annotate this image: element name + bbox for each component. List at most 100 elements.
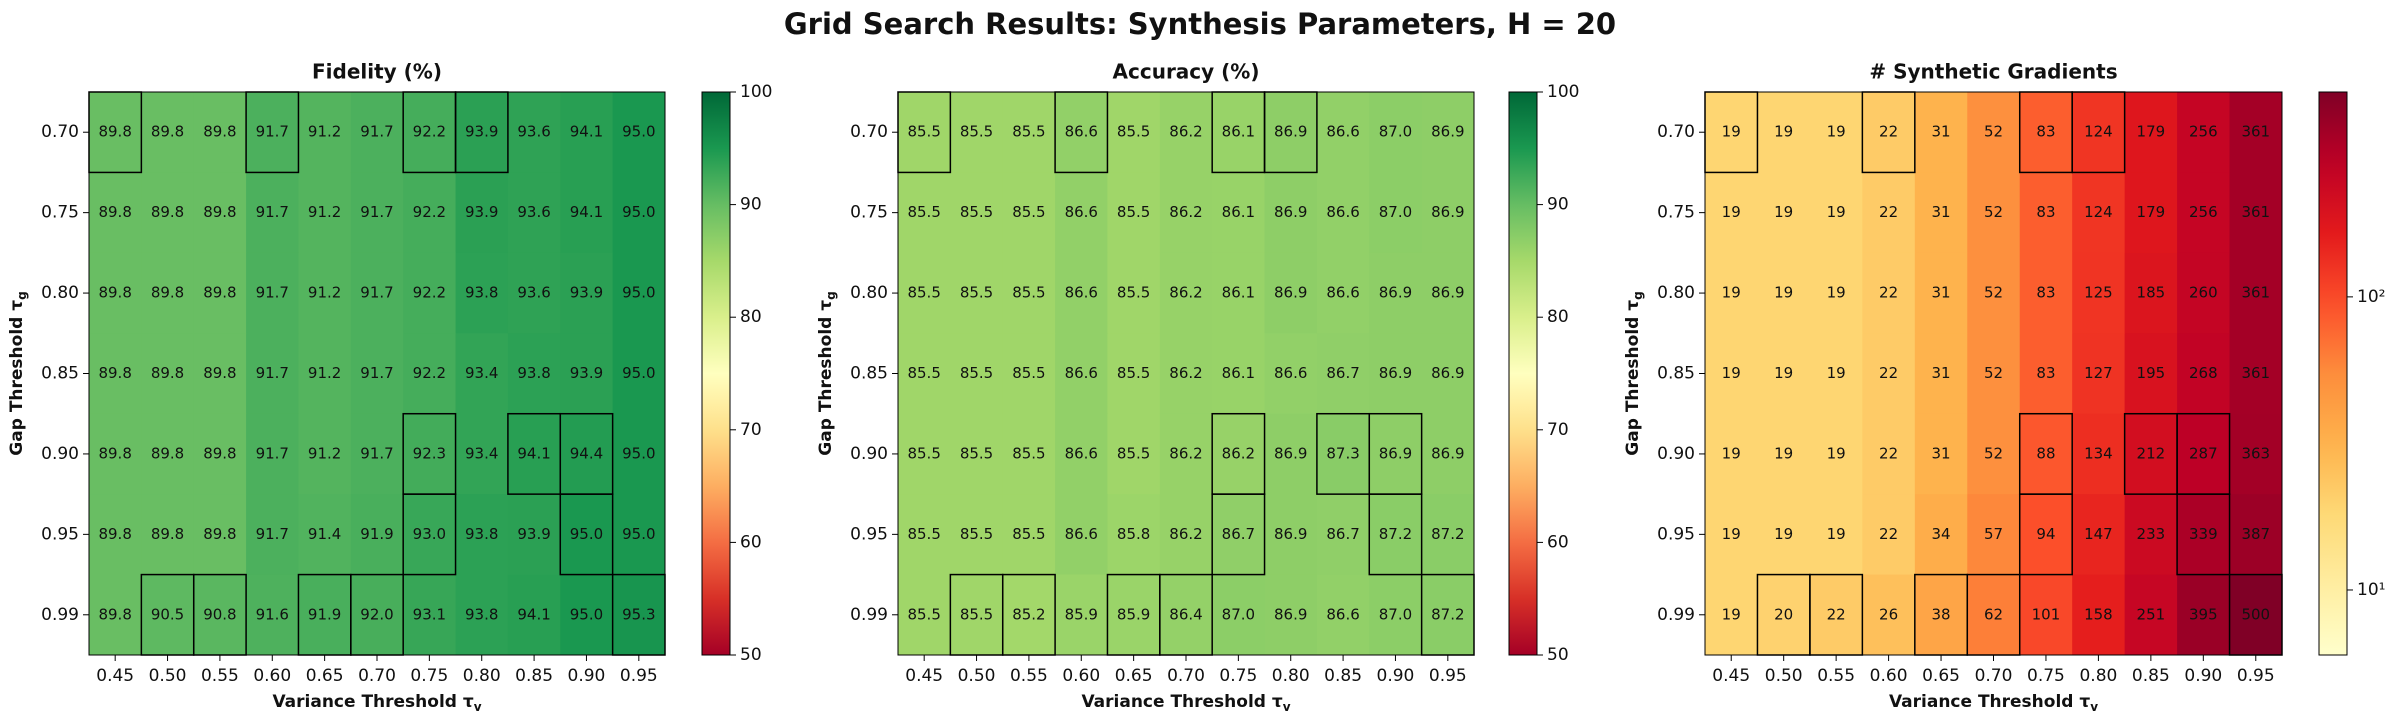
cell-label: 86.6 (1065, 364, 1098, 382)
cell-label: 86.1 (1222, 364, 1255, 382)
cell-label: 89.8 (203, 203, 236, 221)
cell-label: 89.8 (98, 525, 131, 543)
y-tick-label: 0.70 (41, 122, 79, 142)
heatmap-cell (246, 252, 299, 334)
cell-label: 86.6 (1274, 364, 1307, 382)
heatmap-cell (141, 333, 195, 415)
colorbar-tick-label: 100 (1547, 82, 1579, 102)
cell-label: 212 (2137, 444, 2166, 462)
y-tick-label: 0.99 (850, 605, 888, 625)
panel-title: Accuracy (%) (1113, 60, 1260, 84)
heatmap-cell (1055, 333, 1108, 415)
y-axis-label: Gap Threshold τg (7, 291, 29, 455)
heatmap-cell (1212, 252, 1266, 334)
heatmap-cell (141, 494, 195, 576)
heatmap-cell (455, 252, 509, 334)
heatmap-cell (1002, 92, 1056, 173)
heatmap-cell (1967, 333, 2021, 415)
y-tick-label: 0.85 (41, 364, 79, 384)
cell-label: 20 (1774, 605, 1793, 623)
cell-label: 91.2 (308, 284, 341, 302)
cell-label: 92.3 (413, 444, 446, 462)
heatmap-cell (1002, 574, 1056, 656)
heatmap-cell (193, 574, 247, 656)
cell-label: 19 (1774, 364, 1793, 382)
heatmap-cell (1055, 413, 1108, 495)
cell-label: 34 (1931, 525, 1950, 543)
heatmap-cell (350, 333, 404, 415)
heatmap-cell (403, 574, 457, 656)
heatmap-cell (1264, 333, 1318, 415)
cell-label: 86.9 (1274, 123, 1307, 141)
cell-label: 52 (1984, 364, 2003, 382)
cell-label: 89.8 (203, 525, 236, 543)
cell-label: 86.9 (1274, 444, 1307, 462)
cell-label: 19 (1722, 123, 1741, 141)
heatmap-cell (612, 172, 666, 254)
heatmap-cell (560, 172, 614, 254)
heatmap-cell (1809, 252, 1863, 334)
cell-label: 19 (1827, 123, 1846, 141)
cell-label: 127 (2084, 364, 2113, 382)
heatmap-cell (2124, 494, 2178, 576)
highlight-box (1368, 493, 1423, 576)
heatmap-cell (298, 92, 352, 173)
cell-label: 91.2 (308, 203, 341, 221)
cell-label: 93.8 (465, 525, 498, 543)
heatmap-cell (1705, 494, 1758, 576)
cell-label: 85.5 (907, 203, 940, 221)
cell-label: 125 (2084, 284, 2113, 302)
heatmap-cell (1264, 92, 1318, 173)
heatmap-cell (2229, 252, 2283, 334)
heatmap-cell (2177, 92, 2231, 173)
heatmap-cell (898, 413, 951, 495)
heatmap-cell (1862, 333, 1916, 415)
heatmap-cell (1264, 172, 1318, 254)
heatmap-cell (141, 92, 195, 173)
cell-label: 89.8 (203, 284, 236, 302)
heatmap-cell (1316, 413, 1370, 495)
heatmap-cell (1369, 494, 1423, 576)
cell-label: 85.5 (1117, 284, 1150, 302)
heatmap-cell (1705, 333, 1758, 415)
heatmap-cell (298, 494, 352, 576)
heatmap-cell (1055, 494, 1108, 576)
figure-title: Grid Search Results: Synthesis Parameter… (784, 7, 1616, 41)
heatmap-cell (89, 252, 142, 334)
heatmap-cell (193, 494, 247, 576)
cell-label: 87.0 (1222, 605, 1255, 623)
cell-label: 500 (2241, 605, 2270, 623)
cell-label: 19 (1722, 364, 1741, 382)
heatmap-cell (1757, 333, 1811, 415)
cell-label: 89.8 (98, 605, 131, 623)
x-tick-label: 0.45 (96, 666, 134, 686)
colorbar-tick-label: 60 (740, 532, 762, 552)
x-tick-label: 0.45 (905, 666, 943, 686)
x-tick-label: 0.65 (1922, 666, 1960, 686)
cell-label: 86.4 (1169, 605, 1202, 623)
heatmap-cell (1159, 172, 1213, 254)
heatmap-cell (2124, 172, 2178, 254)
heatmap-cell (1421, 494, 1475, 576)
cell-label: 86.9 (1274, 525, 1307, 543)
heatmap-cell (1967, 494, 2021, 576)
cell-label: 387 (2241, 525, 2270, 543)
heatmap-cell (1421, 413, 1475, 495)
x-tick-label: 0.45 (1712, 666, 1750, 686)
cell-label: 91.7 (360, 364, 393, 382)
heatmap-cell (560, 574, 614, 656)
y-tick-label: 0.85 (850, 364, 888, 384)
cell-label: 95.0 (622, 284, 655, 302)
cell-label: 86.2 (1169, 525, 1202, 543)
panel-title: Fidelity (%) (312, 60, 442, 84)
x-tick-label: 0.95 (620, 666, 658, 686)
cell-label: 85.5 (960, 444, 993, 462)
cell-label: 93.4 (465, 444, 498, 462)
y-tick-label: 0.99 (41, 605, 79, 625)
heatmap-cell (2177, 574, 2231, 656)
cell-label: 89.8 (98, 203, 131, 221)
heatmap-cell (1369, 574, 1423, 656)
colorbar-tick-label: 50 (1547, 645, 1569, 665)
heatmap-cell (2124, 574, 2178, 656)
